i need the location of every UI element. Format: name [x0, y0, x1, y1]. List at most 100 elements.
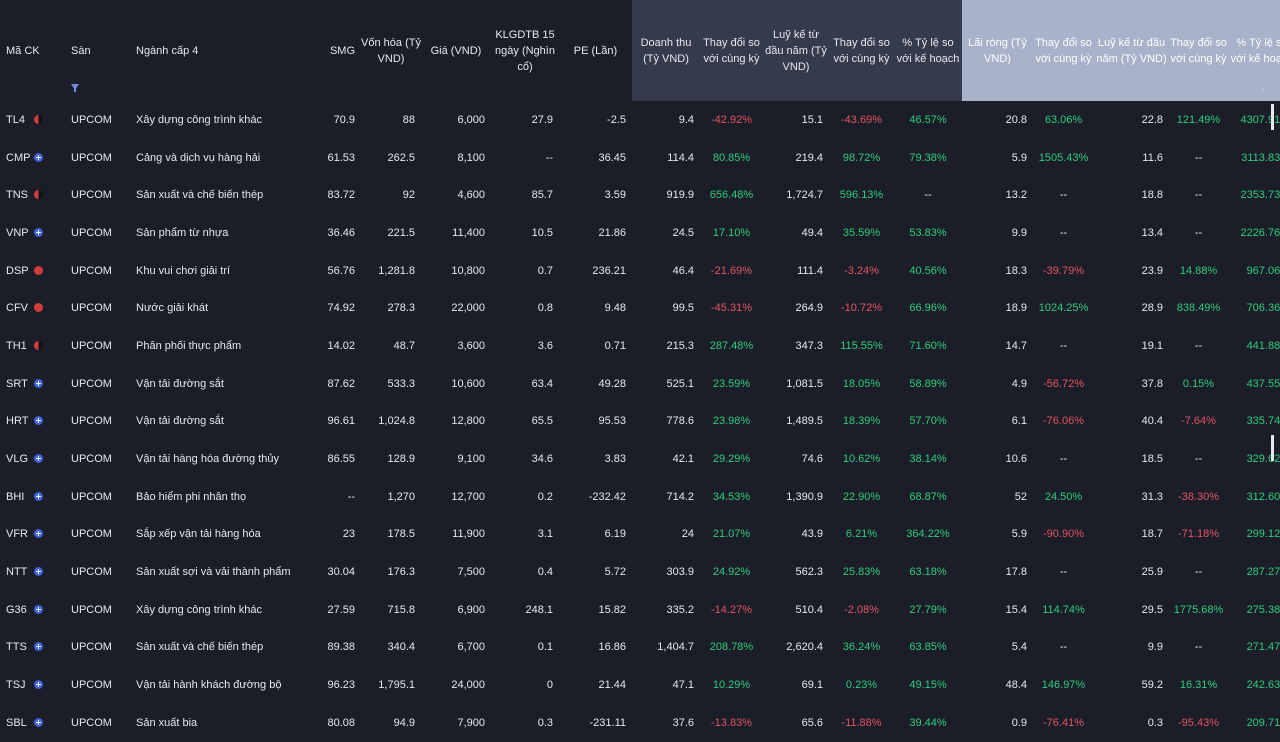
stock-code[interactable]: VNP	[6, 226, 29, 239]
cell-luy-ke-lai-rong: 23.9	[1141, 264, 1163, 277]
cell-ma-ck[interactable]: TL4	[0, 101, 65, 139]
table-row[interactable]: VNP UPCOM Sản phẩm từ nhựa 36.46 221.5 11,400…	[0, 214, 1280, 252]
table-row[interactable]: TSJ UPCOM Vận tải hành khách đường bộ 96.23…	[0, 666, 1280, 704]
stock-code[interactable]: TTS	[6, 641, 27, 654]
table-row[interactable]: TH1 UPCOM Phân phối thực phẩm 14.02 48.7 3,60…	[0, 327, 1280, 365]
table-row[interactable]: BHI UPCOM Bảo hiểm phi nhân thọ -- 1,270 12,7…	[0, 478, 1280, 516]
cell-ma-ck[interactable]: DSP	[0, 252, 65, 290]
red-dot-icon[interactable]	[34, 303, 43, 313]
table-row[interactable]: TTS UPCOM Sản xuất và chế biến thép 89.38 34…	[0, 629, 1280, 667]
cell-ma-ck[interactable]: CMP	[0, 139, 65, 177]
header-pe[interactable]: PE (Lần)	[573, 44, 618, 57]
header-doanh-thu[interactable]: Doanh thu (Tỷ VND)	[632, 0, 700, 101]
table-row[interactable]: VLG UPCOM Vận tải hàng hóa đường thủy 86.55…	[0, 440, 1280, 478]
cell-thay-doi-luy-ke-lai-rong: --	[1194, 339, 1203, 352]
table-row[interactable]: SRT UPCOM Vận tải đường sắt 87.62 533.3 10,60…	[0, 365, 1280, 403]
header-smg[interactable]: SMG	[329, 44, 355, 57]
cell-ma-ck[interactable]: VLG	[0, 440, 65, 478]
half-red-black-icon[interactable]	[34, 340, 43, 350]
half-red-black-icon[interactable]	[34, 114, 43, 124]
scrollbar-thumb-secondary[interactable]	[1271, 435, 1274, 461]
cell-ma-ck[interactable]: VFR	[0, 516, 65, 554]
cell-ma-ck[interactable]: TTS	[0, 629, 65, 667]
plus-circle-icon[interactable]	[34, 152, 43, 162]
stock-code[interactable]: TH1	[6, 339, 27, 352]
plus-circle-icon[interactable]	[34, 717, 43, 727]
stock-code[interactable]: VFR	[6, 528, 28, 541]
cell-ma-ck[interactable]: CFV	[0, 289, 65, 327]
table-row[interactable]: CFV UPCOM Nước giải khát 74.92 278.3 22,000 0.…	[0, 289, 1280, 327]
stock-code[interactable]: NTT	[6, 566, 28, 579]
stock-code[interactable]: CMP	[6, 151, 31, 164]
plus-circle-icon[interactable]	[34, 604, 43, 614]
header-luy-ke-doanh-thu[interactable]: Luỹ kế từ đầu năm (Tỷ VND)	[763, 0, 829, 101]
cell-luy-ke-lai-rong: 13.4	[1141, 226, 1163, 239]
plus-circle-icon[interactable]	[34, 567, 43, 577]
sort-down-icon[interactable]: ↓	[1260, 83, 1266, 93]
filter-icon[interactable]	[71, 84, 79, 92]
header-ma-ck[interactable]: Mã CK	[6, 44, 40, 57]
stock-code[interactable]: HRT	[6, 415, 29, 428]
table-row[interactable]: SBL UPCOM Sản xuất bia 80.08 94.9 7,900 0.3 -23…	[0, 704, 1280, 742]
stock-code[interactable]: DSP	[6, 264, 29, 277]
stock-code[interactable]: TNS	[6, 189, 28, 202]
header-nganh[interactable]: Ngành cấp 4	[136, 44, 199, 57]
table-row[interactable]: TNS UPCOM Sản xuất và chế biến thép 83.72 92…	[0, 176, 1280, 214]
stock-code[interactable]: BHI	[6, 490, 25, 503]
plus-circle-icon[interactable]	[34, 416, 43, 426]
cell-ma-ck[interactable]: VNP	[0, 214, 65, 252]
cell-ma-ck[interactable]: HRT	[0, 403, 65, 441]
header-luy-ke-lai-rong[interactable]: Luỹ kế từ đầu năm (Tỷ VND)	[1094, 0, 1169, 101]
cell-nganh: Phân phối thực phẩm	[136, 339, 242, 352]
stock-code[interactable]: VLG	[6, 453, 29, 466]
table-row[interactable]: NTT UPCOM Sản xuất sợi và vải thành phẩm 30…	[0, 553, 1280, 591]
scrollbar-thumb[interactable]	[1271, 104, 1274, 130]
cell-ma-ck[interactable]: TSJ	[0, 666, 65, 704]
cell-ma-ck[interactable]: BHI	[0, 478, 65, 516]
cell-ty-le-doanh-thu: 46.57%	[909, 113, 947, 126]
stock-code[interactable]: CFV	[6, 302, 28, 315]
header-ty-le-lai-rong[interactable]: % Tỷ lệ so với kế hoạch ↓	[1228, 0, 1280, 101]
plus-circle-icon[interactable]	[34, 529, 43, 539]
cell-ma-ck[interactable]: NTT	[0, 553, 65, 591]
header-thay-doi-lai-rong[interactable]: Thay đổi so với cùng kỳ	[1033, 0, 1094, 101]
cell-ma-ck[interactable]: G36	[0, 591, 65, 629]
header-lai-rong[interactable]: Lãi ròng (Tỷ VND)	[962, 0, 1033, 101]
plus-circle-icon[interactable]	[34, 378, 43, 388]
table-row[interactable]: HRT UPCOM Vận tải đường sắt 96.61 1,024.8 12,…	[0, 403, 1280, 441]
cell-ma-ck[interactable]: TH1	[0, 327, 65, 365]
plus-circle-icon[interactable]	[34, 642, 43, 652]
header-san[interactable]: Sàn	[65, 0, 130, 101]
cell-ma-ck[interactable]: SRT	[0, 365, 65, 403]
table-row[interactable]: TL4 UPCOM Xây dựng công trình khác 70.9 88 6,…	[0, 101, 1280, 139]
header-ty-le-doanh-thu[interactable]: % Tỷ lệ so với kế hoạch	[894, 0, 962, 101]
stock-code[interactable]: TSJ	[6, 679, 26, 692]
header-thay-doi-doanh-thu[interactable]: Thay đổi so với cùng kỳ	[700, 0, 763, 101]
table-row[interactable]: VFR UPCOM Sắp xếp vận tải hàng hóa 23 178.5 1…	[0, 516, 1280, 554]
header-klgdtb[interactable]: KLGDTB 15 ngày (Nghìn cổ)	[495, 28, 555, 73]
header-thay-doi-luy-ke-lai-rong[interactable]: Thay đổi so với cùng kỳ	[1169, 0, 1228, 101]
table-row[interactable]: CMP UPCOM Cảng và dịch vụ hàng hải 61.53 262…	[0, 139, 1280, 177]
stock-code[interactable]: TL4	[6, 113, 25, 126]
half-red-black-icon[interactable]	[34, 190, 43, 200]
stock-code[interactable]: SRT	[6, 377, 28, 390]
stock-code[interactable]: SBL	[6, 716, 27, 729]
red-dot-icon[interactable]	[34, 265, 43, 275]
plus-circle-icon[interactable]	[34, 454, 43, 464]
plus-circle-icon[interactable]	[34, 680, 43, 690]
cell-luy-ke-lai-rong: 37.8	[1141, 377, 1163, 390]
header-gia[interactable]: Giá (VND)	[430, 44, 482, 57]
cell-nganh: Sản xuất bia	[136, 716, 198, 729]
cell-von-hoa: 533.3	[387, 377, 415, 390]
cell-ma-ck[interactable]: TNS	[0, 176, 65, 214]
plus-circle-icon[interactable]	[34, 227, 43, 237]
cell-lai-rong: 10.6	[1005, 453, 1027, 466]
header-thay-doi-luy-ke-doanh-thu[interactable]: Thay đổi so với cùng kỳ	[829, 0, 894, 101]
plus-circle-icon[interactable]	[34, 491, 43, 501]
cell-ma-ck[interactable]: SBL	[0, 704, 65, 742]
cell-pe: 16.86	[598, 641, 626, 654]
table-row[interactable]: DSP UPCOM Khu vui chơi giải trí 56.76 1,281.…	[0, 252, 1280, 290]
table-row[interactable]: G36 UPCOM Xây dựng công trình khác 27.59 715…	[0, 591, 1280, 629]
header-von-hoa[interactable]: Vốn hóa (Tỷ VND)	[361, 36, 421, 65]
stock-code[interactable]: G36	[6, 603, 27, 616]
